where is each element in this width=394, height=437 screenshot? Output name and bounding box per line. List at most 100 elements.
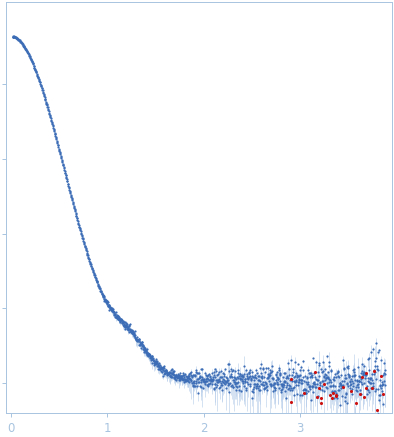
Point — [347, 382, 353, 389]
Point — [122, 325, 128, 332]
Point — [168, 366, 175, 373]
Point — [127, 328, 134, 335]
Point — [261, 385, 268, 392]
Point — [218, 374, 224, 381]
Point — [207, 376, 213, 383]
Point — [163, 368, 169, 375]
Point — [165, 370, 171, 377]
Point — [20, 42, 27, 49]
Point — [379, 381, 385, 388]
Point — [294, 374, 300, 381]
Point — [371, 371, 377, 378]
Point — [207, 373, 213, 380]
Point — [199, 366, 206, 373]
Point — [69, 196, 75, 203]
Point — [282, 378, 288, 385]
Point — [286, 371, 293, 378]
Point — [372, 362, 378, 369]
Point — [160, 364, 167, 371]
Point — [308, 373, 314, 380]
Point — [44, 104, 50, 111]
Point — [156, 365, 163, 372]
Point — [274, 368, 281, 375]
Point — [157, 361, 164, 368]
Point — [72, 208, 78, 215]
Point — [65, 183, 72, 190]
Point — [368, 374, 375, 381]
Point — [198, 383, 204, 390]
Point — [247, 380, 253, 387]
Point — [107, 304, 113, 311]
Point — [270, 382, 277, 388]
Point — [315, 385, 322, 392]
Point — [210, 375, 216, 382]
Point — [295, 361, 301, 368]
Point — [249, 369, 255, 376]
Point — [133, 336, 139, 343]
Point — [316, 372, 323, 379]
Point — [229, 374, 236, 381]
Point — [117, 318, 123, 325]
Point — [284, 372, 290, 379]
Point — [39, 85, 45, 92]
Point — [122, 323, 128, 330]
Point — [72, 209, 79, 216]
Point — [336, 380, 343, 387]
Point — [257, 365, 263, 372]
Point — [186, 375, 193, 382]
Point — [379, 378, 385, 385]
Point — [376, 396, 382, 403]
Point — [378, 387, 385, 394]
Point — [78, 232, 85, 239]
Point — [356, 372, 362, 379]
Point — [188, 377, 194, 384]
Point — [37, 79, 43, 86]
Point — [209, 381, 215, 388]
Point — [178, 375, 185, 382]
Point — [164, 371, 171, 378]
Point — [245, 375, 251, 382]
Point — [114, 312, 121, 319]
Point — [127, 326, 133, 333]
Point — [172, 372, 178, 379]
Point — [73, 212, 80, 219]
Point — [27, 53, 33, 60]
Point — [335, 373, 341, 380]
Point — [121, 323, 127, 330]
Point — [241, 363, 247, 370]
Point — [344, 364, 350, 371]
Point — [175, 371, 181, 378]
Point — [65, 181, 71, 188]
Point — [67, 188, 73, 195]
Point — [269, 374, 275, 381]
Point — [106, 306, 113, 313]
Point — [362, 371, 369, 378]
Point — [158, 364, 165, 371]
Point — [299, 391, 305, 398]
Point — [71, 205, 78, 212]
Point — [91, 271, 97, 277]
Point — [246, 369, 252, 376]
Point — [246, 373, 253, 380]
Point — [34, 71, 40, 78]
Point — [153, 360, 159, 367]
Point — [179, 375, 186, 382]
Point — [319, 377, 325, 384]
Point — [300, 374, 307, 381]
Point — [61, 165, 67, 172]
Point — [248, 377, 255, 384]
Point — [140, 343, 146, 350]
Point — [331, 374, 337, 381]
Point — [238, 373, 244, 380]
Point — [232, 375, 238, 382]
Point — [287, 375, 294, 382]
Point — [163, 367, 169, 374]
Point — [167, 373, 173, 380]
Point — [187, 370, 193, 377]
Point — [340, 383, 346, 390]
Point — [97, 286, 103, 293]
Point — [124, 320, 130, 327]
Point — [314, 381, 320, 388]
Point — [34, 72, 41, 79]
Point — [238, 388, 244, 395]
